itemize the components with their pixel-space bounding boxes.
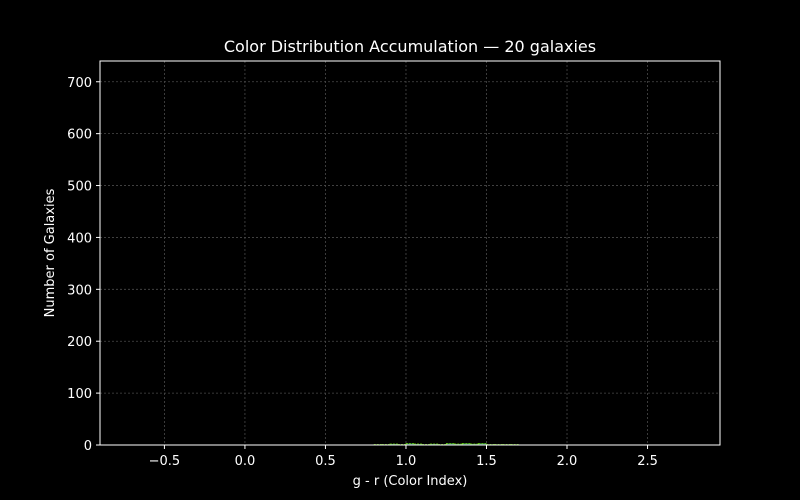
y-tick-label: 200: [67, 335, 92, 350]
x-tick-label: 2.5: [637, 454, 658, 469]
x-tick-label: 1.0: [396, 454, 417, 469]
y-axis-label: Number of Galaxies: [43, 188, 58, 317]
y-tick-label: 100: [67, 387, 92, 402]
y-tick-label: 600: [67, 128, 92, 143]
x-tick-label: −0.5: [149, 454, 181, 469]
x-axis-label: g - r (Color Index): [353, 474, 468, 489]
x-tick-label: 1.5: [476, 454, 497, 469]
y-tick-label: 400: [67, 231, 92, 246]
x-tick-label: 2.0: [557, 454, 578, 469]
plot-area-frame: [99, 60, 721, 446]
y-tick-label: 700: [67, 76, 92, 91]
grid-lines: [100, 61, 720, 446]
y-tick-label: 500: [67, 180, 92, 195]
axis-ticks: −0.5 0.0 0.5 1.0 1.5 2.0 2.5 0 100 200 300 400 500 60…: [67, 76, 658, 469]
chart-title: Color Distribution Accumulation — 20 gal…: [224, 37, 596, 56]
y-tick-label: 0: [84, 439, 92, 454]
x-tick-label: 0.0: [235, 454, 256, 469]
x-tick-label: 0.5: [315, 454, 336, 469]
y-tick-label: 300: [67, 283, 92, 298]
